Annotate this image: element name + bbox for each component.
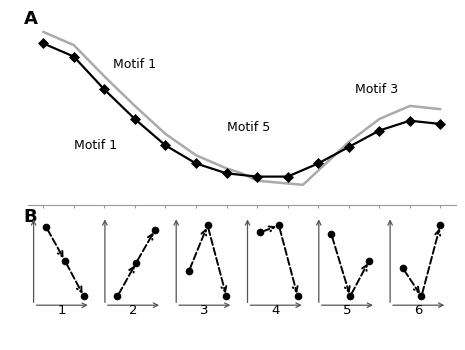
Text: Motif 5: Motif 5: [226, 120, 270, 134]
Text: B: B: [24, 208, 37, 226]
Text: 5: 5: [343, 304, 352, 317]
Text: Motif 1: Motif 1: [113, 58, 157, 71]
Text: 2: 2: [129, 304, 138, 317]
Text: Motif 1: Motif 1: [74, 139, 117, 152]
Text: 1: 1: [58, 304, 66, 317]
Text: 4: 4: [272, 304, 280, 317]
Text: Motif 3: Motif 3: [355, 83, 398, 96]
Text: 6: 6: [414, 304, 423, 317]
Text: 3: 3: [200, 304, 209, 317]
Text: A: A: [24, 10, 38, 28]
